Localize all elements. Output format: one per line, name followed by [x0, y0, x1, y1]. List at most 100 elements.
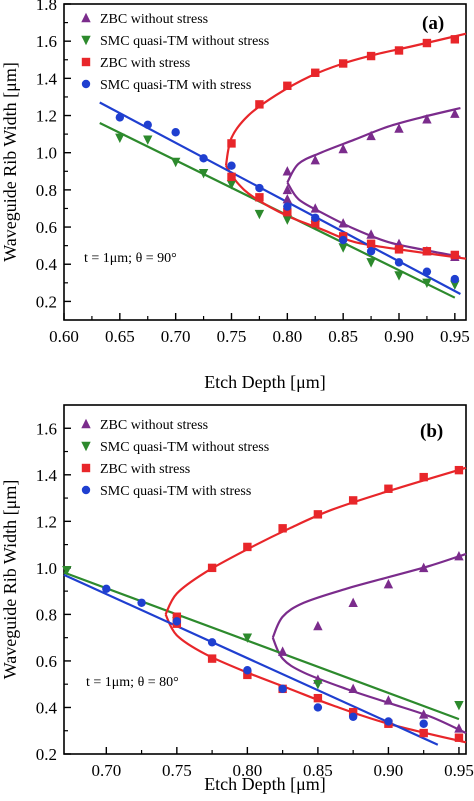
plot-frame	[63, 3, 467, 321]
x-tick-label: 0.60	[49, 327, 79, 346]
data-point	[227, 139, 236, 148]
chart-panel-1: 0.70 0.75 0.80 0.85 0.90 0.95 0.2 0.4 0.6 0.8 1.0 1…	[0, 404, 474, 794]
data-point	[348, 712, 358, 721]
data-point	[255, 100, 264, 109]
x-tick-label: 0.95	[440, 327, 470, 346]
data-point	[207, 654, 217, 663]
data-point	[278, 524, 287, 533]
data-point	[450, 35, 460, 44]
data-point	[311, 219, 320, 228]
y-axis-label: Waveguide Rib Width [μm]	[0, 62, 20, 262]
data-point	[450, 274, 460, 284]
legend-marker	[81, 485, 91, 495]
y-tick-label: 0.8	[36, 181, 57, 200]
series-curve	[286, 181, 461, 258]
data-point	[383, 695, 394, 705]
data-point	[450, 250, 460, 260]
x-tick-label: 0.90	[384, 327, 414, 346]
annotation-text: t = 1μm; θ = 90°	[84, 251, 177, 266]
series-curve	[271, 637, 467, 735]
data-point	[278, 684, 287, 694]
data-point	[313, 680, 323, 690]
y-tick-label: 0.4	[36, 698, 58, 717]
legend-label: SMC quasi-TM with stress	[100, 78, 251, 93]
data-point	[454, 723, 464, 733]
x-tick-label: 0.80	[232, 761, 262, 780]
data-point	[394, 258, 404, 267]
data-point	[102, 584, 111, 594]
legend-label: ZBC without stress	[100, 12, 208, 27]
series-curve	[271, 552, 467, 639]
data-point	[338, 235, 348, 245]
legend-marker	[81, 12, 91, 23]
data-point	[348, 707, 358, 717]
data-point	[422, 247, 432, 256]
legend-label: ZBC with stress	[100, 462, 190, 477]
y-tick-label: 1.2	[36, 107, 57, 126]
data-point	[366, 229, 376, 239]
y-tick-label: 0.2	[36, 745, 57, 764]
data-point	[255, 183, 264, 193]
legend-label: ZBC with stress	[100, 56, 190, 71]
data-point	[366, 258, 376, 268]
data-point	[394, 46, 404, 55]
x-tick-label: 0.90	[374, 761, 404, 780]
annotation-text: t = 1μm; θ = 80°	[86, 675, 179, 690]
data-point	[366, 247, 376, 256]
x-tick-label: 0.75	[217, 327, 247, 346]
data-point	[172, 612, 182, 621]
y-tick-label: 1.6	[36, 32, 57, 51]
data-point	[311, 213, 320, 222]
x-tick-label: 0.70	[91, 761, 121, 780]
y-axis-label: Waveguide Rib Width [μm]	[0, 480, 20, 680]
data-point	[348, 683, 358, 694]
y-tick-label: 1.0	[36, 144, 57, 163]
data-point	[171, 128, 180, 137]
data-point	[313, 693, 323, 703]
data-point	[313, 510, 323, 519]
data-point	[207, 638, 217, 647]
legend-marker	[81, 463, 91, 473]
data-point	[242, 633, 253, 643]
data-point	[243, 542, 252, 552]
data-point	[384, 484, 393, 493]
legend-label: SMC quasi-TM without stress	[100, 34, 269, 49]
legend-marker	[81, 79, 91, 89]
data-point	[366, 51, 376, 61]
legend-marker	[81, 441, 91, 452]
x-axis-label: Etch Depth [μm]	[204, 774, 326, 794]
data-point	[277, 646, 288, 656]
legend-label: SMC quasi-TM with stress	[100, 484, 251, 499]
data-point	[366, 239, 376, 248]
data-point	[450, 108, 460, 118]
data-point	[394, 123, 404, 133]
y-tick-label: 0.4	[36, 255, 58, 274]
data-point	[419, 472, 428, 482]
y-tick-label: 0.8	[36, 605, 57, 624]
y-tick-label: 0.6	[36, 218, 57, 237]
data-point	[394, 271, 404, 281]
y-tick-label: 0.6	[36, 652, 57, 671]
data-point	[255, 193, 264, 202]
data-point	[419, 719, 428, 728]
legend-marker	[81, 35, 91, 46]
x-tick-label: 0.85	[303, 761, 333, 780]
data-point	[283, 81, 292, 90]
x-tick-label: 0.85	[328, 327, 358, 346]
series-curve	[63, 571, 460, 721]
data-point	[143, 135, 153, 145]
x-tick-label: 0.70	[161, 327, 191, 346]
legend-marker	[81, 418, 91, 429]
legend-label: ZBC without stress	[100, 418, 208, 433]
data-point	[454, 465, 464, 475]
data-point	[394, 245, 404, 254]
data-point	[198, 168, 209, 179]
data-point	[383, 578, 394, 589]
data-point	[422, 267, 432, 276]
data-point	[283, 202, 292, 211]
data-point	[137, 598, 146, 607]
data-point	[243, 666, 252, 675]
data-point	[311, 68, 320, 77]
data-point	[419, 728, 428, 738]
